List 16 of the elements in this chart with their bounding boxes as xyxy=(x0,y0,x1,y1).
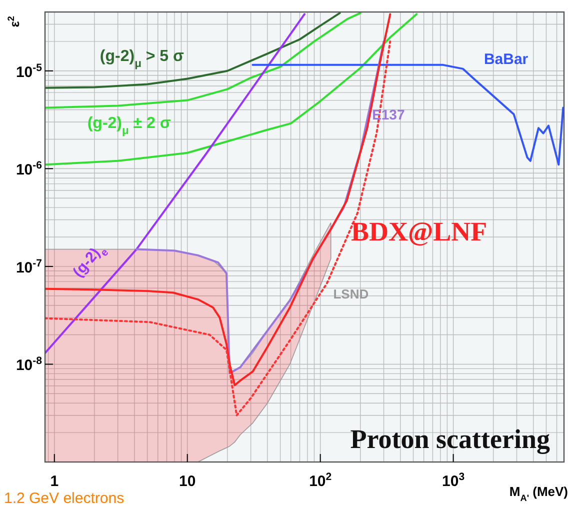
series-label: BaBar xyxy=(484,50,528,68)
text: 1.2 GeV electrons xyxy=(4,490,124,505)
x-tick-label: 10$^{2}$ xyxy=(309,471,332,490)
x-tick-label: 10$^{3}$ xyxy=(442,471,465,490)
series-label: (g-2)$_{μ}$ > 5 σ xyxy=(100,48,184,70)
x-axis-title: M$_{A'}$ (MeV) xyxy=(509,484,568,503)
series-label: (g-2)$_{μ}$ ± 2 σ xyxy=(87,115,171,138)
x-tick-label: 1 xyxy=(50,473,59,490)
y-tick-label: 10$^{-7}$ xyxy=(16,257,42,276)
y-tick-label: 10$^{-5}$ xyxy=(16,62,42,81)
y-tick-label: 10$^{-8}$ xyxy=(16,355,42,374)
series-label: E137 xyxy=(372,106,405,122)
series-label: BDX@LNF xyxy=(350,216,488,246)
x-tick-label: 10 xyxy=(179,473,196,490)
y-tick-label: 10$^{-6}$ xyxy=(16,160,42,179)
annotation: Proton scattering xyxy=(350,424,550,454)
